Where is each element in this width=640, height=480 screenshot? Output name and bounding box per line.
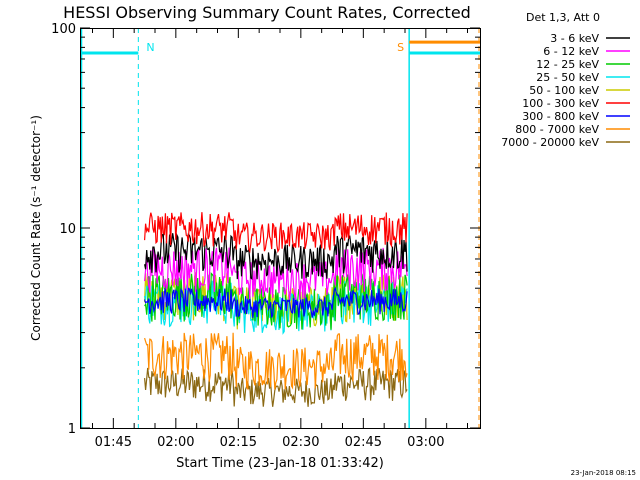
y-tick-label: 1 [68,422,76,437]
legend-label: 100 - 300 keV [522,97,599,110]
series-8 [145,368,408,407]
timestamp: 23-Jan-2018 08:15 [571,469,636,477]
legend-label: 12 - 25 keV [536,58,599,71]
series-line [145,368,408,407]
x-tick-label: 01:45 [95,435,132,450]
x-tick-label: 02:15 [220,435,257,450]
legend-label: 7000 - 20000 keV [501,136,599,149]
legend-label: 300 - 800 keV [522,110,599,123]
y-tick-label: 100 [51,22,76,37]
legend-label: 800 - 7000 keV [515,123,599,136]
y-tick-label: 10 [59,222,76,237]
legend-label: 3 - 6 keV [550,32,599,45]
legend-label: 25 - 50 keV [536,71,599,84]
annotation-n: N [146,41,154,54]
x-tick-label: 02:00 [157,435,194,450]
y-axis-label: Corrected Count Rate (s⁻¹ detector⁻¹) [29,115,43,341]
x-tick-label: 02:30 [282,435,319,450]
x-tick-label: 03:00 [407,435,444,450]
chart-title: HESSI Observing Summary Count Rates, Cor… [63,3,471,22]
x-axis-label: Start Time (23-Jan-18 01:33:42) [176,456,384,471]
x-tick-label: 02:45 [345,435,382,450]
legend-label: 6 - 12 keV [543,45,599,58]
legend-header: Det 1,3, Att 0 [526,11,600,24]
annotation-s: S [397,41,404,54]
legend-label: 50 - 100 keV [529,84,599,97]
